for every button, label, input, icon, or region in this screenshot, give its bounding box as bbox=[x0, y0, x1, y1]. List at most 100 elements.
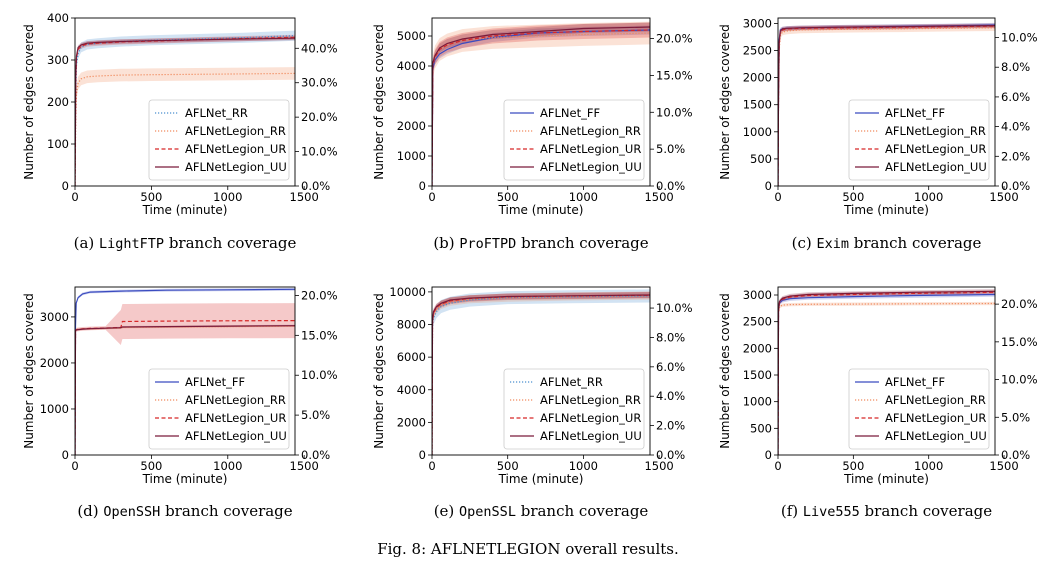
x-axis-label: Time (minute) bbox=[498, 472, 584, 486]
y-tick-label: 3000 bbox=[40, 310, 69, 324]
y2-tick-label: 2.0% bbox=[656, 419, 685, 433]
plot-frame bbox=[777, 286, 996, 456]
x-axis-label: Time (minute) bbox=[843, 203, 929, 217]
y-tick-label: 500 bbox=[750, 152, 772, 166]
x-axis-label: Time (minute) bbox=[498, 203, 584, 217]
chart-panel: 0 500 1000 1500 0 2000 4000 6000 8000 10000 0.0% 2.… bbox=[372, 285, 693, 520]
subcaption-prefix: (c) bbox=[792, 234, 817, 252]
y2-tick-label: 30.0% bbox=[301, 76, 338, 90]
y2-tick-label: 8.0% bbox=[1001, 60, 1030, 74]
legend-label: AFLNetLegion_RR bbox=[885, 393, 986, 407]
legend-box bbox=[848, 368, 990, 450]
y-axis-label: Number of edges covered bbox=[22, 24, 36, 180]
y2-tick-label: 15.0% bbox=[301, 328, 338, 342]
series-line bbox=[432, 29, 650, 186]
series-line bbox=[75, 37, 295, 186]
plot-area bbox=[778, 289, 995, 455]
legend-label: AFLNetLegion_RR bbox=[540, 393, 641, 407]
series-band bbox=[75, 67, 295, 186]
x-tick-label: 1500 bbox=[989, 459, 1018, 473]
plot-area bbox=[75, 30, 295, 186]
y-tick-label: 0 bbox=[765, 179, 772, 193]
legend-label: AFLNetLegion_RR bbox=[185, 393, 286, 407]
y-tick-label: 200 bbox=[47, 95, 69, 109]
chart-panel: 0 500 1000 1500 0 500 1000 1500 2000 2500 3000 0.0%… bbox=[718, 286, 1038, 520]
legend-label: AFLNetLegion_UR bbox=[540, 411, 641, 425]
legend-label: AFLNetLegion_UU bbox=[185, 160, 287, 174]
y-tick-label: 4000 bbox=[397, 383, 426, 397]
y-axis-label: Number of edges covered bbox=[372, 293, 386, 449]
y-tick-label: 3000 bbox=[743, 16, 772, 30]
legend-label: AFLNet_RR bbox=[540, 375, 603, 389]
y-tick-label: 10000 bbox=[389, 285, 426, 299]
legend-label: AFLNetLegion_UR bbox=[185, 411, 286, 425]
legend-label: AFLNet_FF bbox=[185, 375, 245, 389]
legend-label: AFLNetLegion_UR bbox=[885, 411, 986, 425]
legend-label: AFLNetLegion_UU bbox=[185, 429, 287, 443]
y2-tick-label: 0.0% bbox=[656, 448, 685, 462]
chart-panel: 0 500 1000 1500 0 1000 2000 3000 4000 5000 0.0% 5.0… bbox=[372, 17, 693, 252]
subcaption: (b) ProFTPD branch coverage bbox=[433, 234, 648, 252]
x-tick-label: 500 bbox=[497, 190, 519, 204]
legend-box bbox=[148, 99, 290, 181]
legend-label: AFLNetLegion_UR bbox=[185, 142, 286, 156]
x-tick-label: 1500 bbox=[989, 190, 1018, 204]
x-axis-label: Time (minute) bbox=[142, 472, 228, 486]
legend-label: AFLNetLegion_UU bbox=[885, 429, 987, 443]
y-tick-label: 0 bbox=[765, 448, 772, 462]
legend-label: AFLNet_FF bbox=[885, 375, 945, 389]
x-tick-label: 0 bbox=[71, 190, 78, 204]
series-line bbox=[75, 325, 295, 455]
plot-area bbox=[778, 22, 995, 186]
subcaption-suffix: branch coverage bbox=[164, 234, 296, 252]
legend-label: AFLNetLegion_UU bbox=[540, 160, 642, 174]
y-tick-label: 1000 bbox=[743, 125, 772, 139]
plot-area bbox=[432, 289, 650, 455]
legend: AFLNet_FF AFLNetLegion_RR AFLNetLegion_UR A… bbox=[148, 368, 290, 450]
x-tick-label: 0 bbox=[71, 459, 78, 473]
x-tick-label: 1500 bbox=[644, 190, 673, 204]
x-tick-label: 1500 bbox=[290, 190, 319, 204]
series-line bbox=[432, 294, 650, 455]
x-tick-label: 0 bbox=[428, 190, 435, 204]
legend-label: AFLNetLegion_RR bbox=[540, 124, 641, 138]
plot-frame bbox=[74, 286, 296, 456]
y2-tick-label: 4.0% bbox=[1001, 120, 1030, 134]
y2-tick-label: 2.0% bbox=[1001, 149, 1030, 163]
series-band bbox=[432, 22, 650, 186]
legend: AFLNet_FF AFLNetLegion_RR AFLNetLegion_UR A… bbox=[503, 99, 645, 181]
chart-panel: 0 500 1000 1500 0 100 200 300 400 0.0% 10.0% 20.0% 3… bbox=[22, 11, 338, 252]
y2-tick-label: 0.0% bbox=[301, 179, 330, 193]
y-tick-label: 2000 bbox=[397, 415, 426, 429]
legend-box bbox=[503, 368, 645, 450]
y2-tick-label: 20.0% bbox=[301, 288, 338, 302]
subcaption-prefix: (d) bbox=[77, 502, 103, 520]
y2-tick-label: 0.0% bbox=[656, 179, 685, 193]
series-line bbox=[75, 72, 295, 186]
plot-area bbox=[432, 21, 650, 186]
y-tick-label: 8000 bbox=[397, 318, 426, 332]
y2-tick-label: 5.0% bbox=[301, 408, 330, 422]
x-tick-label: 500 bbox=[140, 190, 162, 204]
subcaption-program: LightFTP bbox=[99, 236, 164, 252]
panels: 0 500 1000 1500 0 100 200 300 400 0.0% 10.0% 20.0% 3… bbox=[22, 11, 1038, 520]
subcaption-suffix: branch coverage bbox=[160, 502, 292, 520]
subcaption-prefix: (e) bbox=[434, 502, 459, 520]
y2-tick-label: 20.0% bbox=[1001, 297, 1038, 311]
x-tick-label: 500 bbox=[842, 190, 864, 204]
plot-area bbox=[75, 287, 295, 455]
legend-label: AFLNetLegion_RR bbox=[185, 124, 286, 138]
x-tick-label: 1500 bbox=[644, 459, 673, 473]
y-tick-label: 2000 bbox=[397, 119, 426, 133]
y2-tick-label: 4.0% bbox=[656, 389, 685, 403]
y-tick-label: 400 bbox=[47, 11, 69, 25]
y2-tick-label: 20.0% bbox=[656, 32, 693, 46]
subcaption-prefix: (f) bbox=[781, 502, 803, 520]
y-axis-label: Number of edges covered bbox=[718, 24, 732, 180]
y2-tick-label: 8.0% bbox=[656, 330, 685, 344]
y2-tick-label: 20.0% bbox=[301, 110, 338, 124]
series-band bbox=[432, 289, 650, 455]
series-band bbox=[432, 21, 650, 186]
y-tick-label: 1500 bbox=[743, 368, 772, 382]
x-axis-label: Time (minute) bbox=[843, 472, 929, 486]
